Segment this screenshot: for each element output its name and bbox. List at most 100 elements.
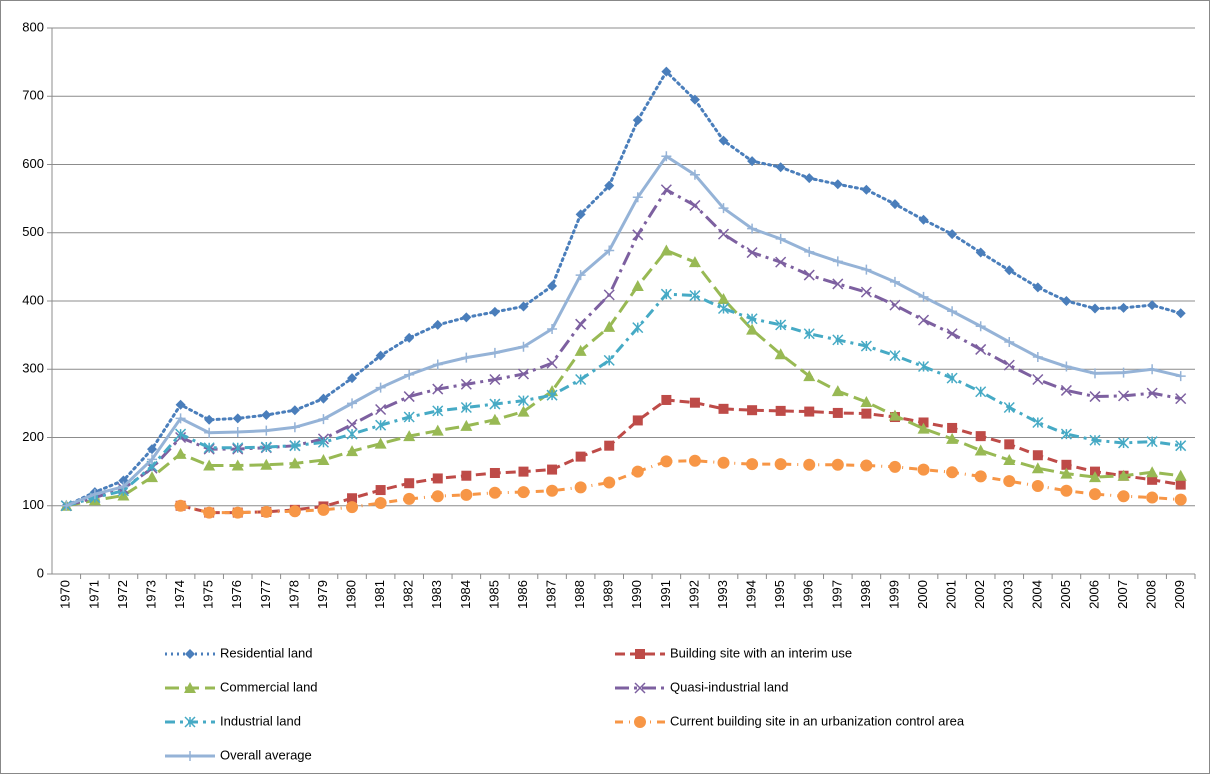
marker <box>604 245 615 256</box>
marker <box>975 431 986 442</box>
marker <box>861 408 872 419</box>
marker <box>347 493 358 504</box>
marker <box>632 115 643 126</box>
marker <box>317 503 330 516</box>
legend-label: Commercial land <box>220 679 318 694</box>
x-tick-label: 1975 <box>201 580 216 609</box>
x-tick-label: 1991 <box>658 580 673 609</box>
marker <box>946 372 958 384</box>
marker <box>403 430 416 442</box>
x-tick-label: 1973 <box>143 580 158 609</box>
marker <box>889 276 900 287</box>
marker <box>831 458 844 471</box>
marker <box>460 488 473 501</box>
marker <box>89 489 100 500</box>
x-tick-label: 1983 <box>429 580 444 609</box>
marker <box>1003 359 1015 371</box>
marker <box>518 466 529 477</box>
marker <box>546 357 558 369</box>
marker <box>746 313 758 325</box>
marker <box>774 348 787 360</box>
x-tick-label: 1993 <box>715 580 730 609</box>
marker <box>289 440 301 452</box>
marker <box>632 229 644 241</box>
marker <box>774 458 787 471</box>
marker <box>1060 467 1073 479</box>
marker <box>1031 479 1044 492</box>
series-line <box>65 292 1181 508</box>
marker <box>1061 361 1072 372</box>
marker <box>946 432 959 444</box>
x-tick-label: 1995 <box>772 580 787 609</box>
marker <box>604 180 615 191</box>
marker <box>1031 462 1044 474</box>
x-tick-label: 2009 <box>1172 580 1187 609</box>
marker <box>517 486 530 499</box>
marker <box>403 492 416 505</box>
marker <box>403 391 415 403</box>
series-line <box>66 248 1181 508</box>
marker <box>975 247 986 258</box>
marker <box>635 649 645 659</box>
marker <box>203 506 216 519</box>
marker <box>232 413 243 424</box>
marker <box>147 454 158 465</box>
marker <box>374 437 387 449</box>
marker <box>232 442 244 454</box>
marker <box>889 350 901 362</box>
marker <box>974 470 987 483</box>
marker <box>231 459 244 471</box>
marker <box>688 256 701 268</box>
marker <box>346 428 358 440</box>
marker <box>489 467 500 478</box>
marker <box>661 394 672 405</box>
marker <box>460 419 473 431</box>
marker <box>347 373 358 384</box>
marker <box>1032 416 1044 429</box>
marker <box>374 497 387 510</box>
marker <box>1174 493 1187 506</box>
marker <box>917 463 930 476</box>
marker <box>1089 391 1101 403</box>
marker <box>375 419 387 431</box>
marker <box>831 385 844 397</box>
marker <box>860 396 873 408</box>
marker <box>547 280 558 291</box>
marker <box>175 413 186 424</box>
marker <box>975 343 987 355</box>
marker <box>1088 488 1101 501</box>
marker <box>717 228 730 240</box>
marker <box>747 405 758 416</box>
marker <box>1003 454 1016 466</box>
marker <box>603 354 615 366</box>
marker <box>546 484 559 497</box>
marker <box>517 368 530 380</box>
marker <box>1032 450 1043 461</box>
marker <box>288 505 301 518</box>
marker <box>517 395 530 407</box>
marker <box>603 476 616 489</box>
x-tick-label: 1971 <box>86 580 101 609</box>
marker <box>1061 459 1072 470</box>
marker <box>318 414 329 425</box>
marker <box>832 256 843 267</box>
marker <box>1004 265 1015 276</box>
series <box>174 454 1187 519</box>
x-tick-label: 1972 <box>115 580 130 609</box>
marker <box>946 328 958 340</box>
x-tick-label: 1984 <box>458 580 473 609</box>
marker <box>547 464 558 475</box>
marker <box>1088 471 1101 483</box>
marker <box>460 378 472 390</box>
marker <box>918 314 930 326</box>
marker <box>747 156 758 167</box>
y-tick-label: 700 <box>22 88 44 103</box>
x-tick-label: 1978 <box>286 580 301 609</box>
series-line <box>65 154 1182 508</box>
marker <box>832 179 843 190</box>
marker <box>204 414 215 425</box>
marker <box>832 407 843 418</box>
marker <box>432 359 443 370</box>
marker <box>231 506 244 519</box>
marker <box>860 286 872 298</box>
